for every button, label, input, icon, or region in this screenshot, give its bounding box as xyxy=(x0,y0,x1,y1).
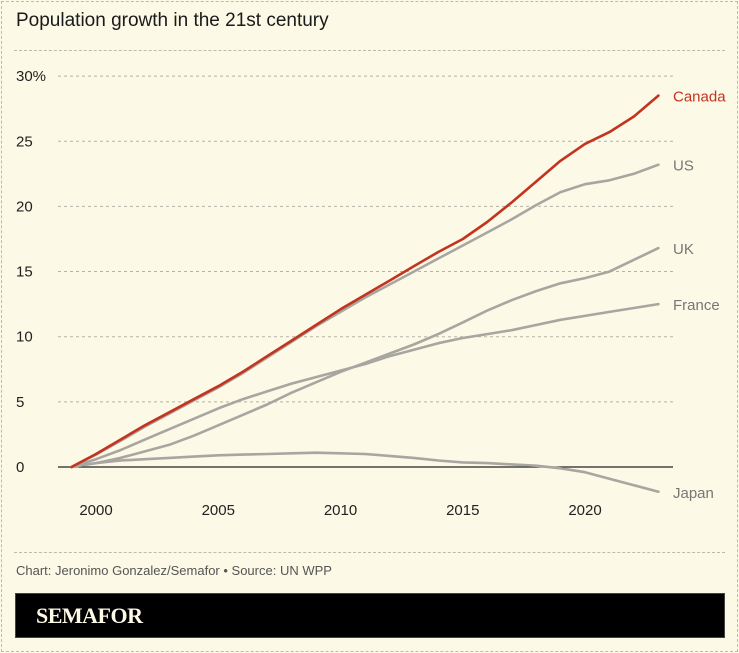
series-line-france xyxy=(70,302,660,469)
series-line-uk xyxy=(70,246,660,469)
series-label-uk: UK xyxy=(673,241,694,258)
x-tick-label: 2000 xyxy=(79,502,112,519)
series-label-japan: Japan xyxy=(673,485,714,502)
chart-title: Population growth in the 21st century xyxy=(16,10,329,31)
footer-divider xyxy=(14,552,725,553)
line-chart: 0 5 10 15 20 25 30% 2000 2005 2010 2015 2020 Japan Fr… xyxy=(16,68,726,519)
series-line-japan xyxy=(70,451,660,494)
series-line-us xyxy=(70,163,660,469)
x-tick-label: 2015 xyxy=(446,502,479,519)
y-tick-label: 30% xyxy=(16,68,46,85)
y-tick-label: 25 xyxy=(16,133,33,150)
source-credit: Chart: Jeronimo Gonzalez/Semafor • Sourc… xyxy=(16,563,332,578)
x-tick-label: 2010 xyxy=(324,502,357,519)
brand-bar: SEMAFOR xyxy=(15,593,725,638)
title-divider xyxy=(14,50,725,51)
series-label-us: US xyxy=(673,158,694,175)
y-tick-label: 0 xyxy=(16,459,24,476)
y-tick-label: 15 xyxy=(16,264,33,281)
series-line-canada xyxy=(70,94,660,469)
semafor-logo: SEMAFOR xyxy=(36,603,143,628)
series-label-canada: Canada xyxy=(673,89,726,106)
y-tick-label: 20 xyxy=(16,198,33,215)
x-tick-label: 2020 xyxy=(568,502,601,519)
x-tick-label: 2005 xyxy=(202,502,235,519)
y-tick-label: 5 xyxy=(16,394,24,411)
y-tick-label: 10 xyxy=(16,329,33,346)
series-label-france: France xyxy=(673,297,720,314)
